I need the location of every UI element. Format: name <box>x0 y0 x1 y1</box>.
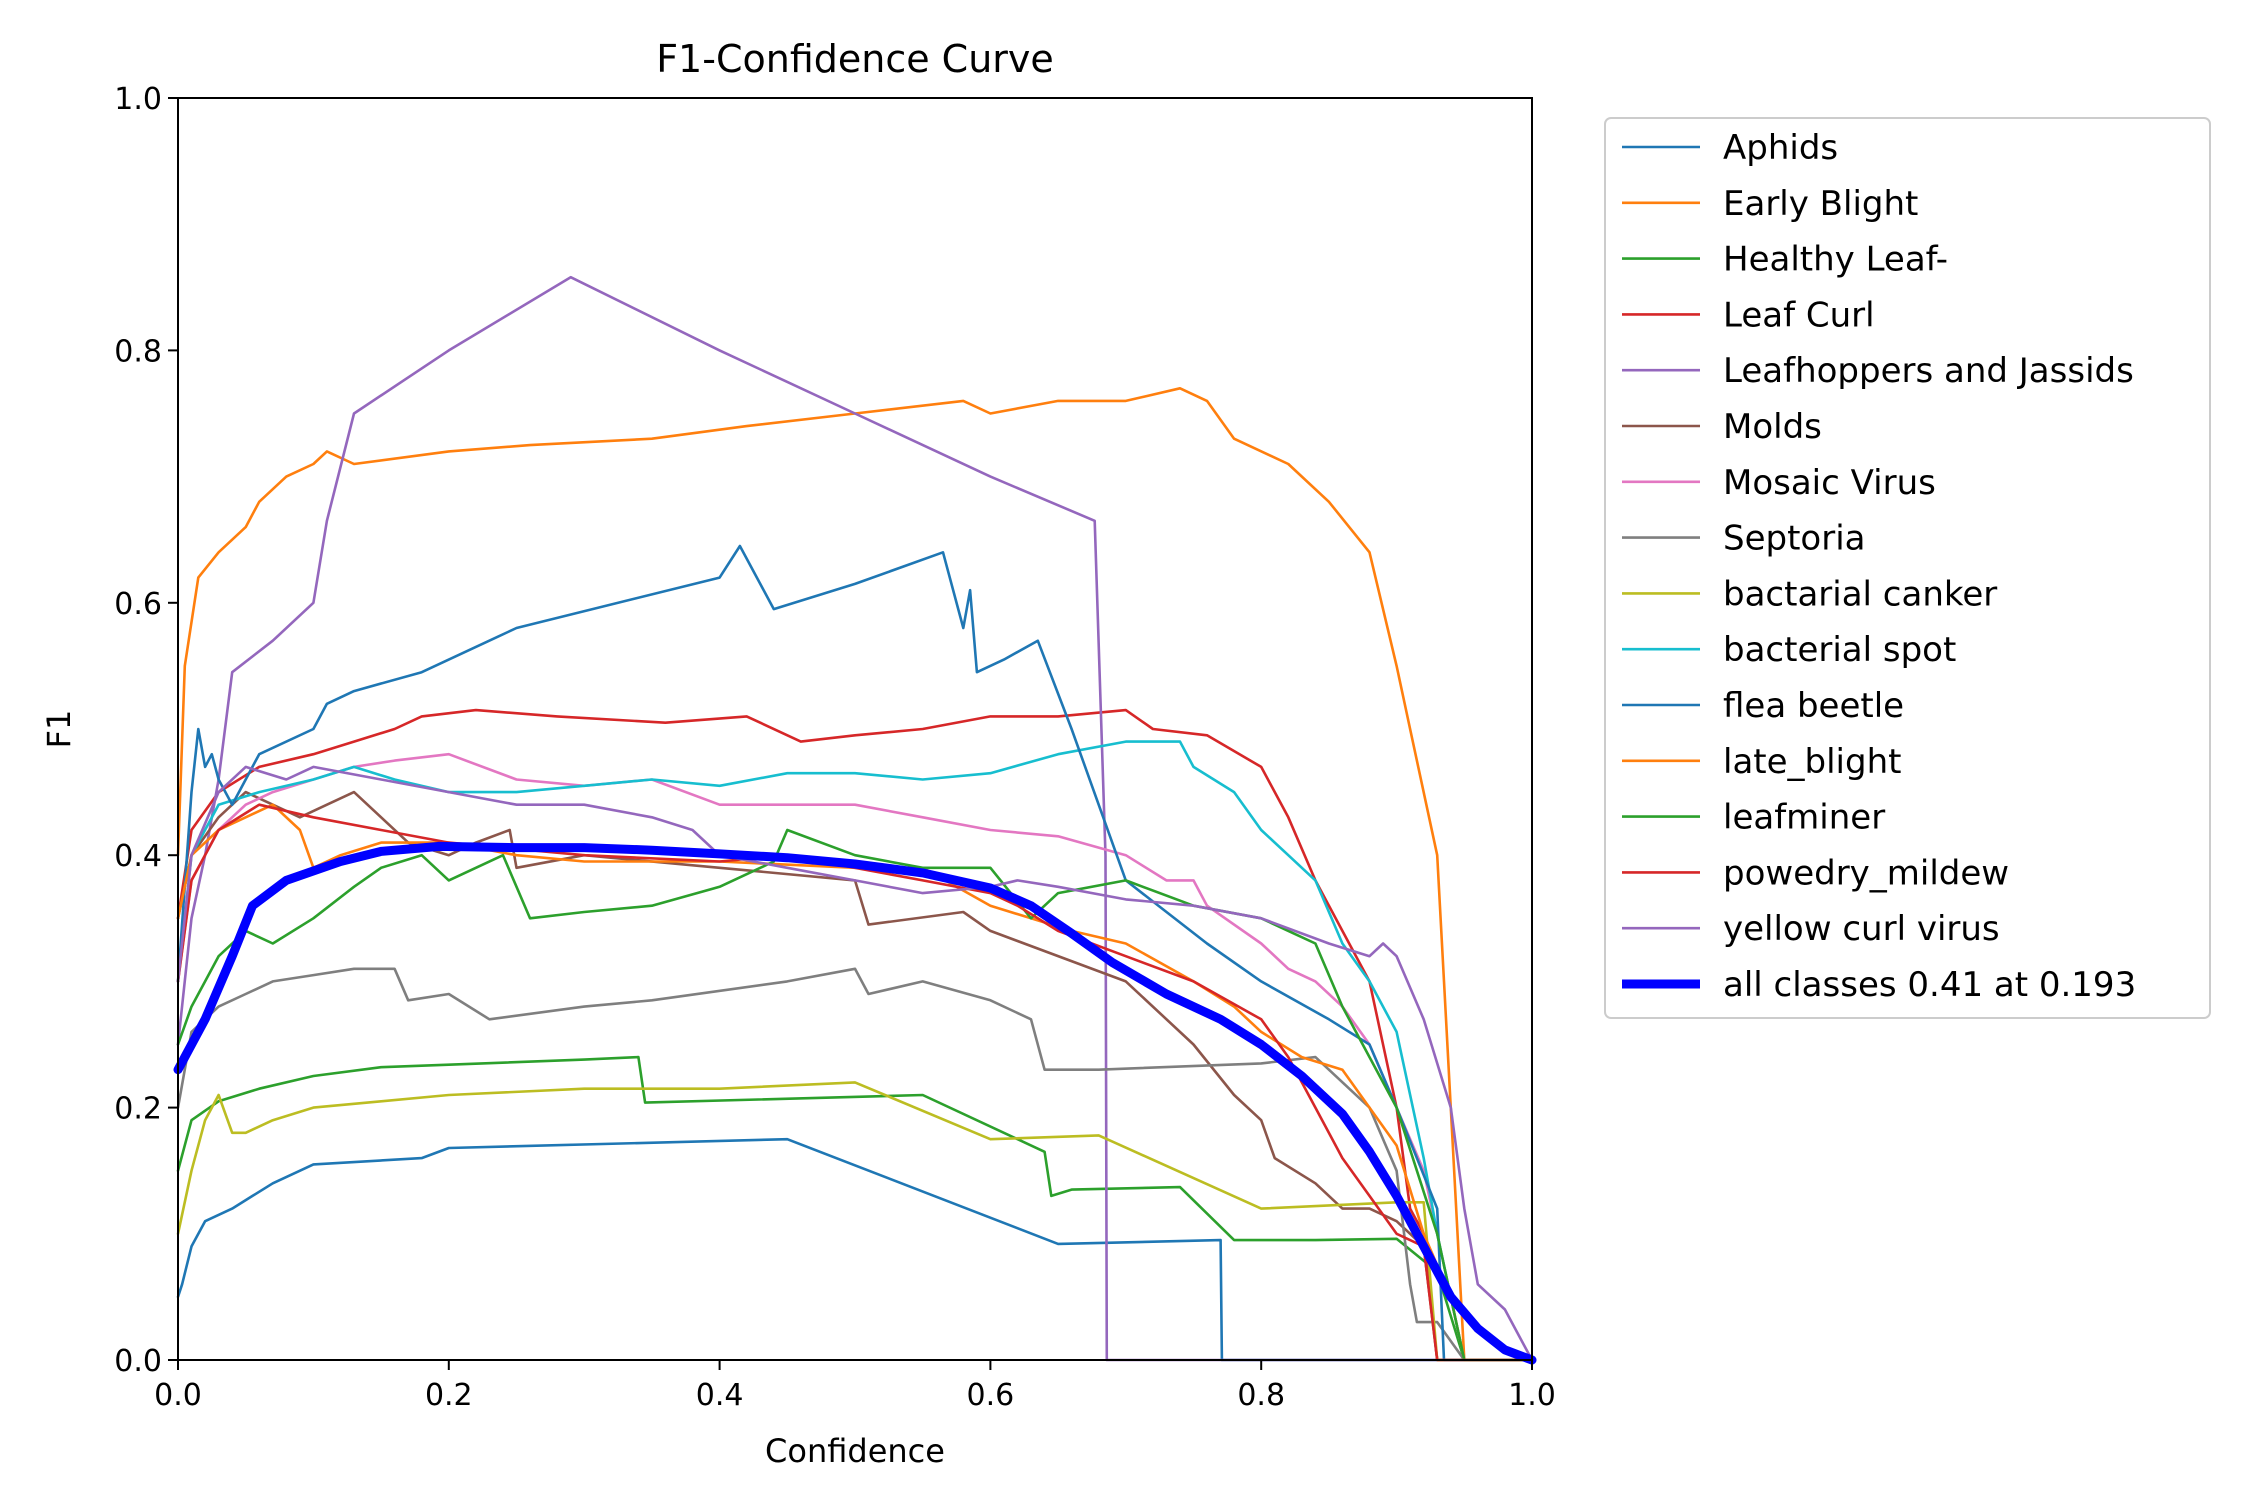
legend-label-bacterial-spot: bacterial spot <box>1723 630 1956 670</box>
plot-frame <box>177 97 1533 1361</box>
legend-label-molds: Molds <box>1723 407 1822 447</box>
y-tick-label: 0.2 <box>114 1092 162 1127</box>
legend: Aphids Early Blight Healthy Leaf- Leaf Curl… <box>1604 117 2211 1019</box>
y-tick-label: 1.0 <box>114 82 162 117</box>
legend-label-aphids: Aphids <box>1723 128 1838 168</box>
legend-label-early-blight: Early Blight <box>1723 184 1918 224</box>
x-tick-label: 0.8 <box>1237 1378 1285 1413</box>
series-layer <box>173 275 1537 1365</box>
legend-label-yellow-curl-virus: yellow curl virus <box>1723 909 2000 949</box>
legend-label-leafminer: leafminer <box>1723 798 1885 838</box>
x-axis-label: Confidence <box>765 1432 945 1470</box>
y-tick-label: 0.6 <box>114 587 162 622</box>
series-line-early-blight <box>176 386 1534 1362</box>
y-tick-label: 0.4 <box>114 839 162 874</box>
x-axis: 0.0 0.2 0.4 0.6 0.8 1.0 <box>154 1360 1556 1413</box>
legend-box <box>1604 117 2211 1019</box>
y-axis-label: F1 <box>40 710 78 749</box>
y-tick-label: 0.0 <box>114 1344 162 1379</box>
series-line-leaf-curl <box>176 708 1534 1362</box>
series-line-leafhoppers-and-jassids <box>176 275 1534 1362</box>
legend-label-septoria: Septoria <box>1723 519 1865 559</box>
y-axis: 0.0 0.2 0.4 0.6 0.8 1.0 <box>114 82 178 1379</box>
series-line-septoria <box>176 967 1534 1362</box>
series-line-leafminer <box>176 828 1534 1362</box>
series-line-all-classes-0-41-at-0-193 <box>173 841 1537 1365</box>
series-line-yellow-curl-virus <box>176 765 1534 1362</box>
x-tick-label: 1.0 <box>1508 1378 1556 1413</box>
legend-label-leafhoppers-and-jassids: Leafhoppers and Jassids <box>1723 351 2134 391</box>
series-line-healthy-leaf <box>176 1055 1534 1362</box>
x-tick-label: 0.4 <box>696 1378 744 1413</box>
series-line-aphids <box>176 1137 1534 1362</box>
chart-title: F1-Confidence Curve <box>656 37 1054 81</box>
legend-label-mosaic-virus: Mosaic Virus <box>1723 463 1936 503</box>
series-line-bacterial-spot <box>176 740 1534 1362</box>
x-tick-label: 0.6 <box>967 1378 1015 1413</box>
legend-label-leaf-curl: Leaf Curl <box>1723 295 1875 335</box>
legend-label-bactarial-canker: bactarial canker <box>1723 574 1997 614</box>
x-tick-label: 0.2 <box>425 1378 473 1413</box>
legend-label-flea-beetle: flea beetle <box>1723 686 1904 726</box>
legend-label-healthy-leaf: Healthy Leaf- <box>1723 240 1948 280</box>
legend-label-late-blight: late_blight <box>1723 742 1901 782</box>
y-tick-label: 0.8 <box>114 334 162 369</box>
legend-label-powedry-mildew: powedry_mildew <box>1723 853 2009 893</box>
x-tick-label: 0.0 <box>154 1378 202 1413</box>
legend-label-all-classes-0-41-at-0-193: all classes 0.41 at 0.193 <box>1723 965 2136 1005</box>
series-line-powedry-mildew <box>176 803 1534 1362</box>
